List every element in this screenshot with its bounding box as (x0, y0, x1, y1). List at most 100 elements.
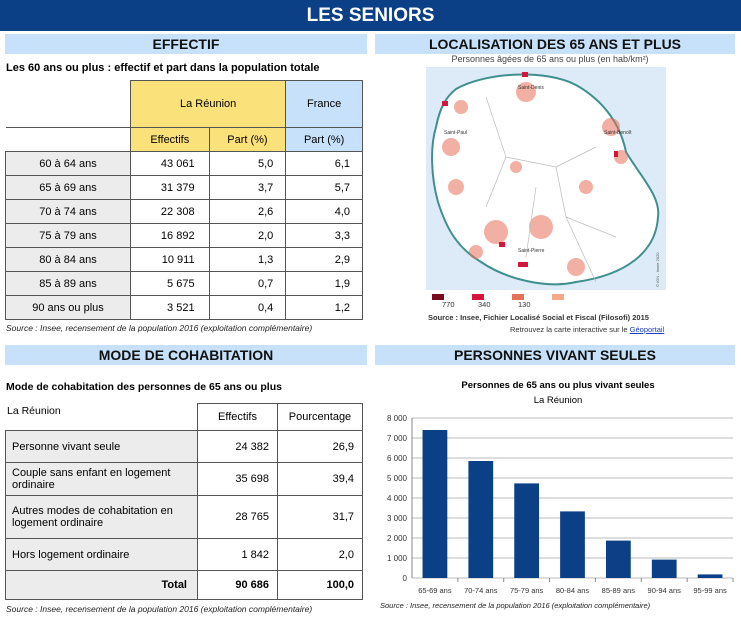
row-label: Hors logement ordinaire (5, 538, 198, 571)
total-pct: 100,0 (277, 570, 363, 600)
legend-label: 130 (518, 300, 531, 309)
bar (422, 430, 448, 578)
y-tick-label: 8 000 (387, 414, 408, 423)
y-tick-label: 2 000 (387, 534, 408, 543)
effectif-subtitle: Les 60 ans ou plus : effectif et part da… (6, 62, 320, 74)
cell-france: 1,9 (285, 271, 363, 296)
row-label: 85 à 89 ans (5, 271, 131, 296)
cell-part: 0,4 (208, 295, 287, 320)
col-france-part: Part (%) (285, 127, 363, 152)
cell-pct: 31,7 (277, 495, 363, 539)
x-tick-label: 85-89 ans (602, 586, 636, 595)
legend-item: 770 (432, 294, 455, 309)
x-tick-label: 70-74 ans (464, 586, 498, 595)
city-label: Saint-Pierre (518, 248, 545, 254)
y-tick-label: 4 000 (387, 494, 408, 503)
cell-effectifs: 1 842 (197, 538, 278, 571)
table-row: 90 ans ou plus 3 521 0,4 1,2 (5, 295, 363, 320)
bar (651, 559, 677, 578)
chart-subtitle: La Réunion (533, 395, 583, 406)
y-tick-label: 1 000 (387, 554, 408, 563)
row-label: 90 ans ou plus (5, 295, 131, 320)
bar-chart: 0 1 000 2 000 3 000 4 000 5 000 6 000 7 000 8 00… (387, 414, 734, 595)
geoportail-link[interactable]: Géoportail (629, 325, 665, 334)
cell-effectifs: 43 061 (130, 151, 210, 176)
effectif-source: Source : Insee, recensement de la popula… (6, 323, 313, 333)
city-label: Saint-Denis (518, 85, 544, 91)
seules-header: PERSONNES VIVANT SEULES (375, 345, 735, 365)
legend-label: 770 (442, 300, 455, 309)
table-row: Couple sans enfant en logement ordinaire… (5, 462, 363, 496)
cohabitation-source: Source : Insee, recensement de la popula… (6, 604, 313, 614)
cell-part: 0,7 (208, 271, 287, 296)
col-pourcentage: Pourcentage (277, 403, 363, 431)
localisation-header: LOCALISATION DES 65 ANS ET PLUS (375, 34, 735, 54)
cell-part: 5,0 (208, 151, 287, 176)
col-group-reunion: La Réunion (129, 80, 287, 128)
map-title: Personnes âgées de 65 ans ou plus (en ha… (451, 54, 649, 64)
cell-pct: 2,0 (277, 538, 363, 571)
cell-pct: 26,9 (277, 430, 363, 463)
bar (514, 483, 540, 578)
map-source: Source : Insee, Fichier Localisé Social … (428, 313, 649, 322)
table-row: 60 à 64 ans 43 061 5,0 6,1 (5, 151, 363, 176)
y-tick-label: 7 000 (387, 434, 408, 443)
cell-effectifs: 10 911 (130, 247, 210, 272)
table-row: Personne vivant seule 24 382 26,9 (5, 430, 363, 463)
bar (697, 574, 723, 578)
table-row: 70 à 74 ans 22 308 2,6 4,0 (5, 199, 363, 224)
bar (560, 511, 585, 578)
col-group-france: France (285, 80, 363, 128)
legend-swatch (432, 294, 444, 300)
cell-effectifs: 31 379 (130, 175, 210, 200)
cell-france: 2,9 (285, 247, 363, 272)
cohabitation-table: Effectifs Pourcentage Personne vivant seu… (5, 403, 363, 600)
x-tick-label: 65-69 ans (418, 586, 452, 595)
page-title: LES SENIORS (0, 0, 741, 31)
row-label: 65 à 69 ans (5, 175, 131, 200)
density-map[interactable]: Saint-Denis Saint-Paul Saint-Benoît Sain… (426, 67, 666, 290)
link-prefix: Retrouvez la carte interactive sur le (510, 325, 630, 334)
table-row: 85 à 89 ans 5 675 0,7 1,9 (5, 271, 363, 296)
cohabitation-header: MODE DE COHABITATION (5, 345, 367, 365)
row-label: 75 à 79 ans (5, 223, 131, 248)
row-label: 70 à 74 ans (5, 199, 131, 224)
x-tick-label: 75-79 ans (510, 586, 544, 595)
cell-france: 4,0 (285, 199, 363, 224)
cell-effectifs: 35 698 (197, 462, 278, 496)
cell-part: 2,6 (208, 199, 287, 224)
y-tick-label: 6 000 (387, 454, 408, 463)
table-row: 80 à 84 ans 10 911 1,3 2,9 (5, 247, 363, 272)
y-tick-label: 0 (403, 574, 408, 583)
y-tick-label: 5 000 (387, 474, 408, 483)
cell-part: 2,0 (208, 223, 287, 248)
cell-effectifs: 5 675 (130, 271, 210, 296)
map-legend: 770 340 130 (432, 294, 572, 309)
cell-france: 5,7 (285, 175, 363, 200)
x-tick-label: 80-84 ans (556, 586, 590, 595)
col-effectifs: Effectifs (130, 127, 210, 152)
total-row: Total 90 686 100,0 (5, 570, 363, 600)
table-row: Autres modes de cohabitation en logement… (5, 495, 363, 539)
city-label: Saint-Benoît (604, 130, 632, 136)
cell-part: 1,3 (208, 247, 287, 272)
row-label: Couple sans enfant en logement ordinaire (5, 462, 198, 496)
row-label: Personne vivant seule (5, 430, 198, 463)
bar (605, 540, 631, 578)
row-label: 80 à 84 ans (5, 247, 131, 272)
total-label: Total (5, 570, 198, 600)
chart-source: Source : Insee, recensement de la popula… (380, 601, 651, 610)
x-tick-label: 90-94 ans (648, 586, 682, 595)
legend-item: 130 (512, 294, 532, 309)
cell-effectifs: 22 308 (130, 199, 210, 224)
map-copyright: © IGN - Insee 2020 (655, 252, 660, 287)
city-label: Saint-Paul (444, 130, 467, 136)
row-label: 60 à 64 ans (5, 151, 131, 176)
total-effectifs: 90 686 (197, 570, 278, 600)
cell-france: 1,2 (285, 295, 363, 320)
legend-item (552, 294, 572, 309)
table-row: 75 à 79 ans 16 892 2,0 3,3 (5, 223, 363, 248)
col-part: Part (%) (208, 127, 287, 152)
legend-label: 340 (478, 300, 491, 309)
legend-item: 340 (472, 294, 492, 309)
